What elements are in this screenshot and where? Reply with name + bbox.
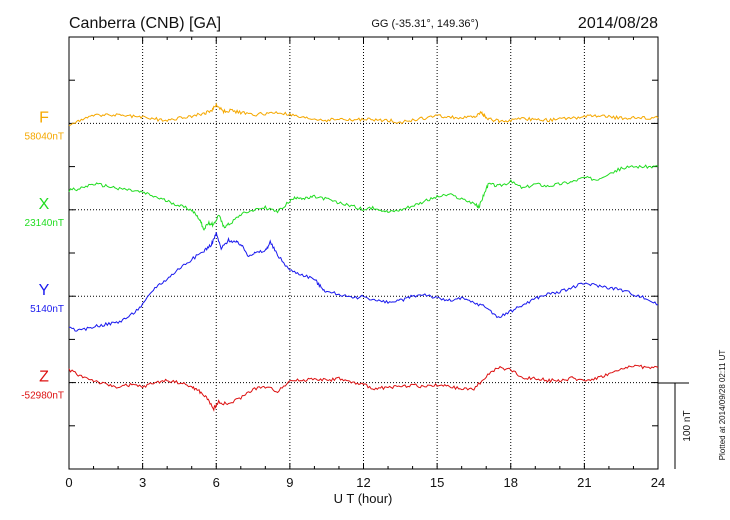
x-axis-label: U T (hour)	[334, 491, 393, 506]
series-line-x	[68, 164, 659, 231]
chart-title: Canberra (CNB) [GA]	[69, 15, 221, 32]
scale-bar-label: 100 nT	[682, 410, 693, 441]
x-tick-label-21: 21	[577, 475, 591, 490]
x-tick-label-24: 24	[651, 475, 665, 490]
x-tick-label-12: 12	[356, 475, 370, 490]
series-line-z	[68, 364, 659, 412]
series-baseline-x: 23140nT	[25, 218, 64, 229]
chart-date: 2014/08/28	[578, 15, 658, 32]
series-name-y: Y	[39, 282, 50, 299]
x-tick-label-15: 15	[430, 475, 444, 490]
series-baseline-y: 5140nT	[30, 304, 64, 315]
x-tick-label-6: 6	[213, 475, 220, 490]
series-lines	[68, 102, 659, 412]
series-name-f: F	[39, 109, 49, 126]
series-name-x: X	[39, 196, 50, 213]
series-baseline-f: 58040nT	[25, 131, 64, 142]
series-name-z: Z	[39, 369, 49, 386]
plotted-at-note: Plotted at 2014/09/28 02:11 UT	[718, 350, 727, 461]
series-line-y	[68, 232, 658, 332]
scale-bar: 100 nT	[658, 382, 693, 469]
station-coordinates: GG (-35.31°, 149.36°)	[371, 18, 478, 30]
x-tick-label-3: 3	[139, 475, 146, 490]
series-line-f	[68, 102, 659, 127]
series-baseline-z: -52980nT	[21, 391, 64, 402]
x-tick-label-0: 0	[65, 475, 72, 490]
x-tick-labels: 0 3 6 9 12 15 18 21 24	[65, 475, 665, 490]
x-tick-label-9: 9	[286, 475, 293, 490]
grid-lines	[69, 37, 658, 469]
x-tick-label-18: 18	[504, 475, 518, 490]
axis-ticks	[68, 37, 659, 469]
series-labels: F 58040nT X 23140nT Y 5140nT Z -52980nT	[21, 109, 64, 401]
